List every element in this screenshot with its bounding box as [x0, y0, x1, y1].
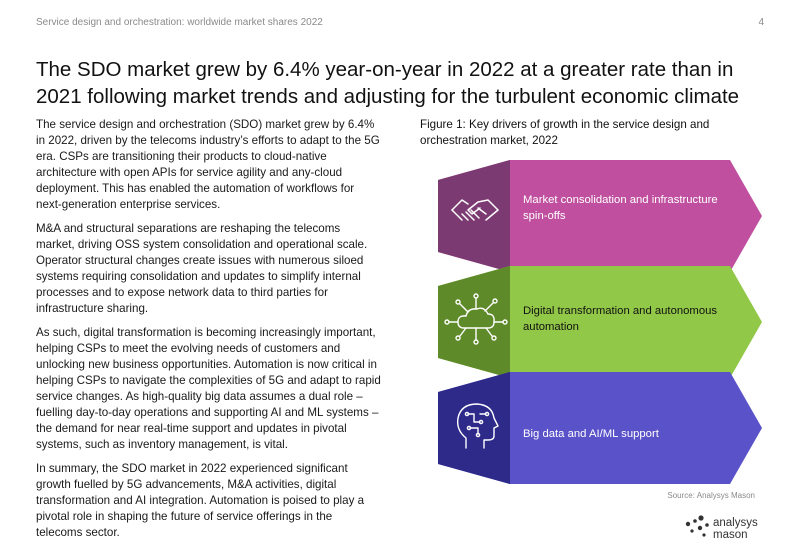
- driver-band-2-shape: [438, 266, 762, 378]
- driver-band-2: [438, 266, 762, 378]
- logo-line-1: analysys: [713, 517, 758, 529]
- page-headline: The SDO market grew by 6.4% year-on-year…: [36, 57, 740, 108]
- driver-band-3: [438, 372, 762, 484]
- driver-label-market-consolidation: Market consolidation and infrastructure …: [523, 194, 718, 222]
- analysys-mason-logo-mark: [685, 515, 709, 537]
- running-header: Service design and orchestration: worldw…: [36, 17, 323, 28]
- driver-band-2-icon-panel: [438, 266, 510, 378]
- body-paragraph: As such, digital transformation is becom…: [36, 326, 381, 451]
- driver-label-digital-transformation: Digital transformation and autonomous au…: [523, 305, 718, 333]
- figure-source: Source: Analysys Mason: [667, 491, 755, 500]
- driver-band-1-icon-panel: [438, 160, 510, 272]
- page-number: 4: [758, 17, 764, 28]
- body-text: The service design and orchestration (SD…: [36, 117, 381, 549]
- body-paragraph: In summary, the SDO market in 2022 exper…: [36, 462, 365, 539]
- driver-band-3-shape: [438, 372, 762, 484]
- driver-band-1-shape: [438, 160, 762, 272]
- logo-line-2: mason: [713, 529, 748, 541]
- figure-caption: Figure 1: Key drivers of growth in the s…: [420, 118, 710, 147]
- body-paragraph: The service design and orchestration (SD…: [36, 118, 380, 211]
- driver-band-1: [438, 160, 762, 272]
- handshake-icon: [451, 199, 499, 221]
- body-paragraph: M&A and structural separations are resha…: [36, 222, 368, 315]
- analysys-mason-logo: analysys mason: [713, 517, 758, 541]
- driver-label-big-data-ai: Big data and AI/ML support: [523, 428, 659, 440]
- ai-head-icon: [456, 403, 499, 449]
- cloud-network-icon: [444, 293, 508, 345]
